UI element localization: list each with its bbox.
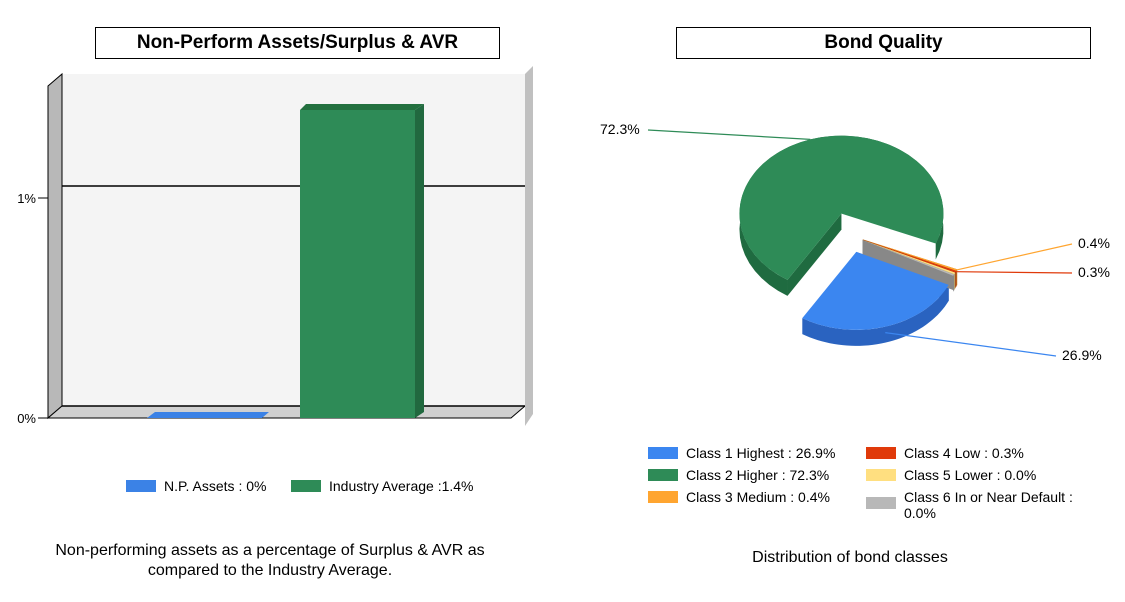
pie-slice-class-5-lower: [862, 239, 956, 275]
pie-slice-class-2-higher: [739, 135, 944, 280]
pie-chart: 26.9% 72.3% 0.4% 0.3%: [600, 121, 1110, 363]
pie-legend-item: Class 5 Lower : 0.0%: [866, 467, 1091, 483]
bar-1: [300, 110, 415, 418]
bar-chart-title: Non-Perform Assets/Surplus & AVR: [95, 27, 500, 59]
legend-label: Industry Average :1.4%: [329, 478, 474, 494]
data-label: 0.4%: [1078, 235, 1110, 251]
pie-slice-class-4-low: [862, 239, 957, 273]
plot-right-edge: [525, 66, 533, 426]
legend-label: Class 5 Lower : 0.0%: [904, 467, 1037, 483]
pie-slice-class-1-highest: [802, 251, 949, 330]
legend-label: N.P. Assets : 0%: [164, 478, 267, 494]
leader-line: [956, 243, 1073, 271]
leader-line: [885, 332, 1057, 357]
bar-caption: Non-performing assets as a percentage of…: [55, 542, 485, 579]
bar-legend-item-0: N.P. Assets : 0%: [126, 478, 266, 494]
legend-swatch: [866, 497, 896, 509]
legend-swatch: [866, 447, 896, 459]
legend-label: Class 1 Highest : 26.9%: [686, 445, 836, 461]
pie-legend-item: Class 6 In or Near Default : 0.0%: [866, 489, 1091, 521]
legend-swatch: [866, 469, 896, 481]
bar-top: [300, 104, 424, 110]
legend-swatch: [648, 469, 678, 481]
pie-slice-class-6-in-or-near-default: [862, 240, 955, 276]
legend-swatch: [126, 480, 156, 492]
data-label: 72.3%: [600, 121, 640, 137]
bar-chart: 0% 1%: [17, 66, 533, 426]
pie-legend-item: Class 1 Highest : 26.9%: [648, 445, 835, 461]
data-label: 26.9%: [1062, 347, 1102, 363]
y-tick-label: 1%: [17, 191, 36, 206]
leader-line: [647, 129, 811, 141]
legend-label: Class 6 In or Near Default : 0.0%: [904, 489, 1073, 521]
pie-legend-item: Class 4 Low : 0.3%: [866, 445, 1091, 461]
legend-label: Class 4 Low : 0.3%: [904, 445, 1024, 461]
pie-caption: Distribution of bond classes: [752, 549, 948, 566]
legend-label: Class 2 Higher : 72.3%: [686, 467, 830, 483]
y-tick-label: 0%: [17, 411, 36, 426]
legend-swatch: [291, 480, 321, 492]
pie-chart-title: Bond Quality: [676, 27, 1091, 59]
legend-label: Class 3 Medium : 0.4%: [686, 489, 830, 505]
pie-slice-face: [862, 240, 955, 291]
bar-side: [415, 104, 424, 418]
legend-swatch: [648, 447, 678, 459]
bar-np-assets: [147, 412, 269, 418]
pie-legend-item: Class 3 Medium : 0.4%: [648, 489, 830, 505]
legend-swatch: [648, 491, 678, 503]
pie-slice-class-3-medium: [862, 239, 958, 271]
leader-line: [955, 271, 1073, 274]
pie-slice-face: [787, 213, 842, 296]
pie-slice-side: [802, 284, 949, 346]
data-label: 0.3%: [1078, 264, 1110, 280]
pie-legend-item: Class 2 Higher : 72.3%: [648, 467, 829, 483]
bar-legend-item-1: Industry Average :1.4%: [291, 478, 474, 494]
